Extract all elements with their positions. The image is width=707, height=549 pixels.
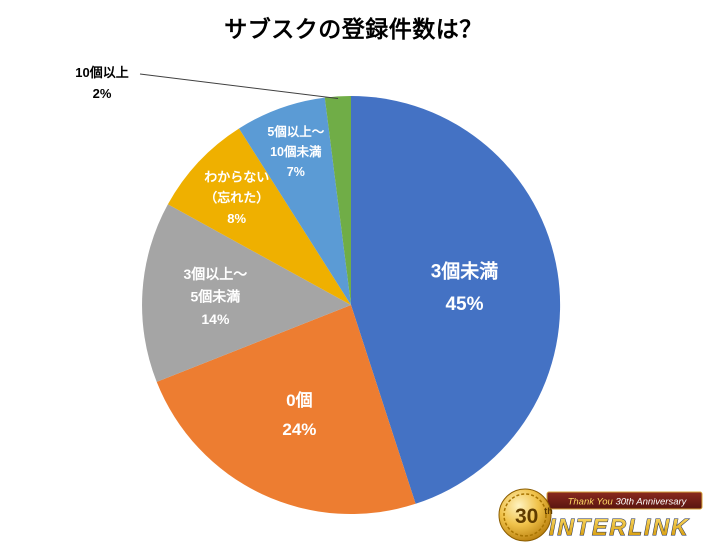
- pie-slice-label-5: 5個以上～ 10個未満 7%: [267, 124, 324, 179]
- pie-slice-6: [324, 95, 351, 305]
- pie-slice-label-line: 24%: [282, 420, 316, 439]
- pie-slice-label-line: 14%: [201, 311, 230, 327]
- badge-suffix: th: [544, 506, 553, 516]
- pie-slice-label-line: 7%: [287, 165, 305, 179]
- pie-slice-label-6: 10個以上 2%: [75, 65, 128, 101]
- pie-slice-1: [351, 95, 561, 504]
- pie-slice-label-4: わからない （忘れた） 8%: [204, 169, 269, 226]
- pie-slice-5: [239, 97, 351, 305]
- pie-slice-label-line: 5個以上～: [267, 124, 324, 139]
- pie-slice-label-2: 0個 24%: [282, 390, 316, 439]
- pie-slice-label-line: 0個: [286, 390, 312, 410]
- pie-slice-label-line: 3個未満: [431, 260, 499, 283]
- pie-slice-label-1: 3個未満 45%: [431, 260, 499, 315]
- pie-slice-label-line: わからない: [204, 169, 269, 184]
- pie-slice-label-line: 10個未満: [270, 144, 322, 159]
- interlink-logo: Thank You 30th Anniversary 30 th INTERLI…: [498, 488, 703, 542]
- pie-slice-label-line: 5個未満: [191, 288, 241, 304]
- anniversary-ribbon-text: Thank You 30th Anniversary: [568, 497, 688, 508]
- ribbon-anniversary-text: 30th Anniversary: [615, 497, 687, 508]
- pie-slice-2: [156, 305, 416, 515]
- pie-slice-label-3: 3個以上～ 5個未満 14%: [184, 266, 248, 327]
- 30th-badge-coin: [498, 488, 552, 542]
- 30th-badge-laurel-ring: [503, 493, 547, 537]
- pie-slice-4: [167, 128, 351, 305]
- pie-slice-label-line: 45%: [445, 294, 483, 315]
- pie-slice-label-line: 8%: [227, 211, 246, 226]
- pie-slice-label-line: 10個以上: [75, 65, 128, 80]
- pie-slice-label-line: （忘れた）: [204, 190, 269, 205]
- badge-number-text: 30 th: [515, 505, 553, 528]
- chart-title: サブスクの登録件数は？: [224, 16, 483, 42]
- badge-number: 30: [515, 505, 538, 528]
- pie-slice-label-line: 2%: [93, 86, 112, 101]
- brand-wordmark: INTERLINK: [549, 514, 690, 540]
- pie-slice-3: [142, 204, 351, 382]
- ribbon-thank-you-text: Thank You: [568, 497, 614, 508]
- label-leader-line: [139, 73, 339, 99]
- pie-slice-label-line: 3個以上～: [184, 266, 248, 282]
